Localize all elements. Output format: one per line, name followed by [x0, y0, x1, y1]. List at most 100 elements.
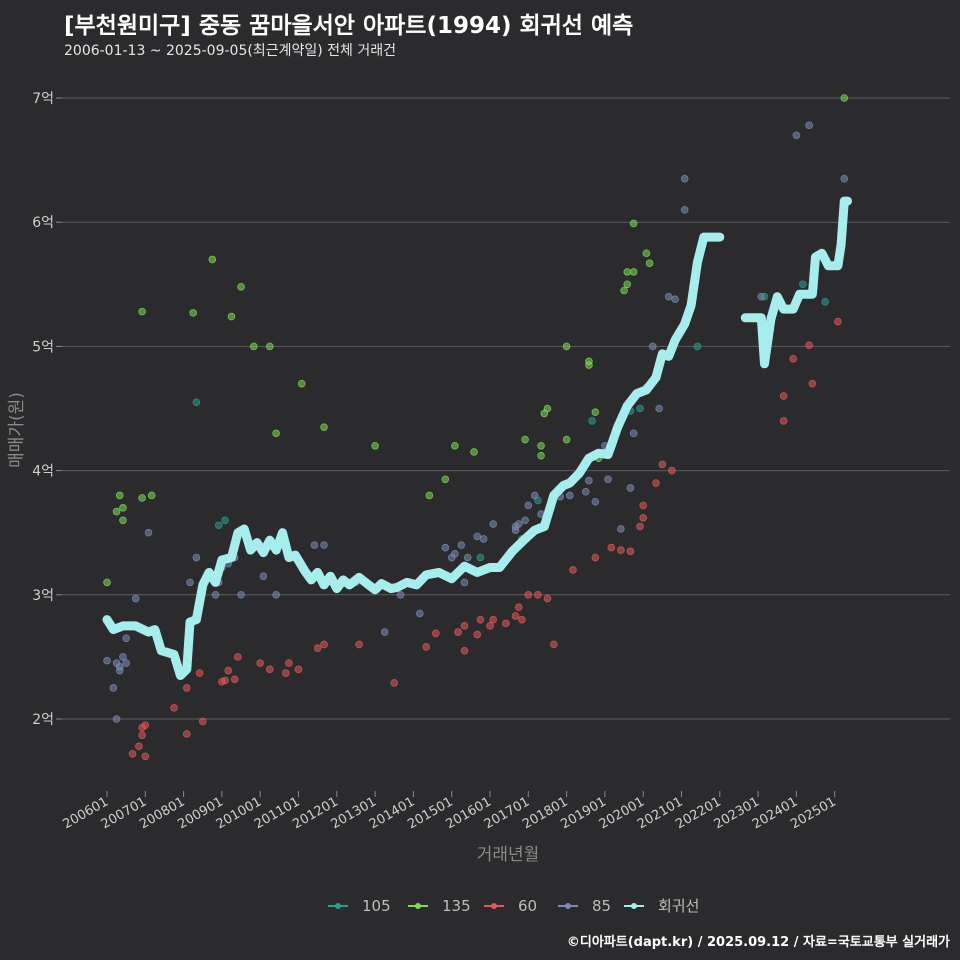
data-point-85 — [671, 295, 679, 304]
data-point-85 — [757, 292, 766, 301]
data-point-60 — [355, 640, 363, 649]
data-point-85 — [591, 497, 600, 506]
data-point-85 — [565, 491, 574, 500]
data-point-85 — [530, 491, 539, 500]
legend-key-dot — [565, 903, 571, 909]
data-point-85 — [460, 578, 469, 587]
data-point-60 — [265, 665, 274, 674]
data-point-85 — [211, 590, 220, 599]
data-point-60 — [141, 752, 150, 761]
data-point-60 — [514, 603, 523, 612]
data-point-60 — [128, 749, 137, 758]
data-point-135 — [537, 441, 545, 450]
data-point-60 — [135, 742, 143, 751]
data-point-135 — [642, 249, 651, 258]
data-point-85 — [415, 609, 424, 618]
y-tick-labels: 2억 3억 4억 5억 6억 7억 — [32, 91, 62, 728]
data-point-60 — [779, 392, 788, 400]
data-point-85 — [581, 487, 590, 496]
data-point-60 — [294, 665, 303, 674]
y-tick-label: 3억 — [32, 588, 54, 604]
y-axis-label: 매매가(원) — [7, 392, 27, 468]
data-point-60 — [320, 640, 328, 649]
data-point-60 — [224, 666, 233, 675]
data-point-85 — [320, 541, 328, 549]
data-point-85 — [457, 541, 466, 549]
data-point-135 — [371, 441, 379, 450]
data-point-85 — [840, 174, 849, 183]
data-point-85 — [122, 634, 130, 643]
data-point-135 — [629, 219, 638, 228]
data-point-60 — [534, 590, 542, 599]
data-point-135 — [645, 259, 654, 267]
legend-key-dot — [491, 903, 497, 909]
data-point-60 — [591, 553, 600, 562]
data-point-135 — [470, 448, 478, 456]
data-point-60 — [170, 704, 178, 712]
data-point-60 — [486, 622, 494, 630]
data-point-60 — [230, 675, 239, 684]
data-point-105 — [588, 417, 596, 425]
y-tick-label: 5억 — [32, 339, 54, 355]
data-point-105 — [693, 342, 702, 351]
grid-lines — [62, 97, 950, 720]
data-point-135 — [320, 423, 328, 431]
data-point-85 — [451, 550, 459, 558]
data-point-135 — [119, 504, 127, 512]
data-point-135 — [591, 408, 600, 417]
data-point-60 — [789, 355, 798, 363]
y-tick-label: 6억 — [32, 215, 54, 231]
data-point-85 — [792, 131, 801, 140]
data-point-135 — [521, 435, 529, 444]
data-point-135 — [115, 491, 124, 500]
legend-label: 105 — [362, 897, 391, 915]
data-point-85 — [626, 484, 635, 492]
data-point-60 — [460, 646, 469, 655]
data-point-60 — [221, 676, 229, 685]
data-point-60 — [626, 547, 635, 556]
data-point-135 — [840, 94, 849, 102]
legend-label: 135 — [442, 897, 471, 915]
data-point-85 — [648, 342, 657, 351]
footer-credit: ©디아파트(dapt.kr) / 2025.09.12 / 자료=국토교통부 실… — [566, 935, 950, 950]
data-point-85 — [489, 520, 497, 528]
data-point-85 — [680, 174, 689, 183]
data-point-60 — [524, 590, 533, 599]
data-point-60 — [658, 460, 667, 469]
data-point-60 — [550, 640, 558, 649]
data-point-85 — [122, 659, 130, 667]
data-point-60 — [489, 615, 497, 624]
data-point-135 — [451, 441, 459, 450]
data-point-60 — [502, 619, 510, 628]
data-point-60 — [422, 643, 430, 651]
data-point-85 — [112, 715, 121, 723]
data-point-60 — [256, 659, 265, 667]
data-point-135 — [562, 435, 571, 444]
data-point-60 — [313, 644, 322, 653]
data-point-60 — [617, 546, 625, 554]
data-point-60 — [390, 679, 399, 687]
data-point-85 — [237, 590, 245, 599]
data-point-60 — [460, 622, 469, 630]
data-point-85 — [144, 528, 153, 537]
data-point-85 — [664, 292, 673, 301]
data-point-60 — [805, 341, 813, 349]
data-point-135 — [629, 268, 638, 276]
data-point-135 — [237, 282, 245, 291]
data-point-60 — [607, 543, 616, 552]
data-point-60 — [668, 466, 676, 475]
data-point-85 — [585, 476, 593, 485]
data-point-135 — [147, 491, 156, 500]
data-point-85 — [805, 121, 813, 130]
data-point-105 — [476, 553, 485, 562]
data-point-85 — [524, 501, 533, 510]
data-point-85 — [473, 532, 482, 541]
data-point-85 — [103, 656, 111, 665]
data-point-135 — [103, 578, 111, 587]
regression-line-segment — [102, 232, 725, 680]
legend: 105 135 60 85 회귀선 — [328, 897, 699, 915]
data-point-85 — [479, 535, 488, 543]
data-point-105 — [821, 297, 829, 306]
y-tick-label: 7억 — [32, 91, 54, 107]
